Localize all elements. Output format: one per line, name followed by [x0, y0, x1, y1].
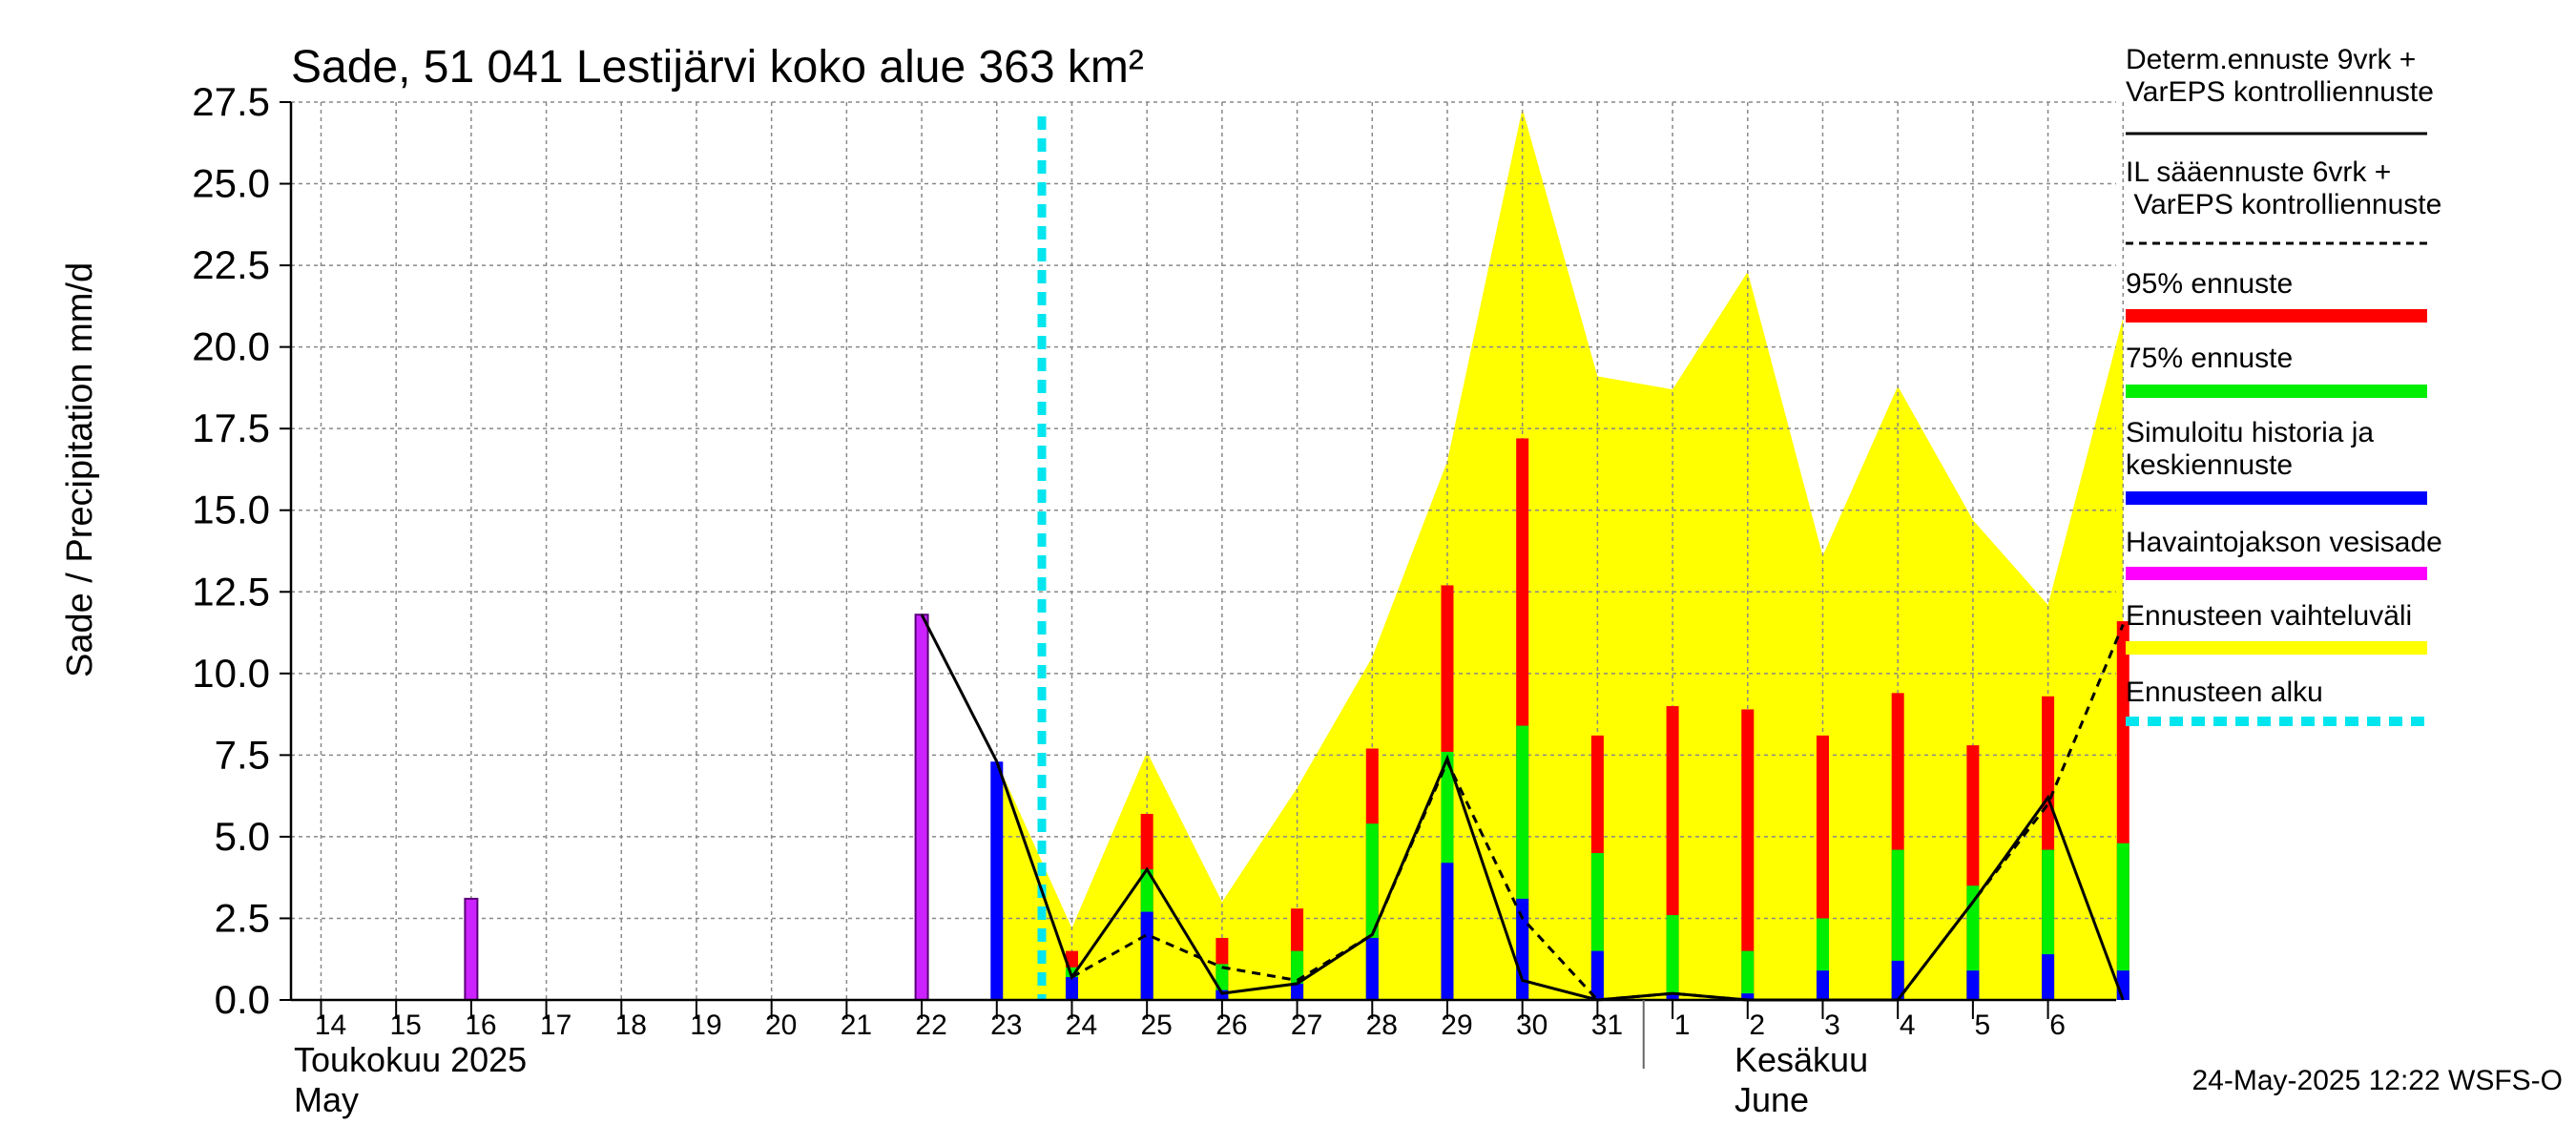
mean-bar	[1441, 863, 1454, 1000]
forecast-lines	[920, 116, 2125, 1002]
x-tick-label: 19	[690, 1010, 721, 1041]
p75-bar	[1666, 915, 1679, 1000]
y-tick-label: 5.0	[215, 814, 270, 859]
y-tick-label: 0.0	[215, 977, 270, 1022]
x-tick-label: 22	[915, 1010, 946, 1041]
x-tick-label: 24	[1066, 1010, 1097, 1041]
x-tick-label: 29	[1441, 1010, 1472, 1041]
x-tick-label: 6	[2049, 1010, 2066, 1041]
legend-label: IL sääennuste 6vrk + VarEPS kontrollienn…	[2126, 156, 2441, 220]
x-tick-label: 27	[1291, 1010, 1322, 1041]
x-tick-label: 15	[389, 1010, 421, 1041]
range-polygon	[996, 108, 2124, 1001]
legend-label: Havaintojakson vesisade	[2126, 527, 2442, 558]
x-tick-label: 4	[1900, 1010, 1916, 1041]
observed-bar	[914, 614, 929, 1001]
mean-bar	[1065, 977, 1078, 1000]
timestamp-footer: 24-May-2025 12:22 WSFS-O	[2192, 1065, 2564, 1096]
x-tick-label: 31	[1591, 1010, 1623, 1041]
y-tick-label: 17.5	[192, 406, 270, 450]
x-tick-label: 23	[990, 1010, 1022, 1041]
legend-label: Ennusteen alku	[2126, 677, 2323, 708]
y-axis-label: Sade / Precipitation mm/d	[60, 262, 100, 677]
y-tick-label: 7.5	[215, 732, 270, 777]
mean-bar	[990, 761, 1004, 1000]
mean-bar	[1891, 960, 1904, 1000]
y-tick-label: 10.0	[192, 651, 270, 696]
axes: 0.0 2.5 5.0 7.5 10.0 12.5 15.0 17.5 20.0 22.5 25.0…	[192, 79, 2116, 1119]
forecast-range-area	[996, 108, 2124, 1001]
legend-label: Simuloitu historia ja keskiennuste	[2126, 417, 2374, 481]
legend-label: 95% ennuste	[2126, 268, 2293, 300]
x-tick-label: 18	[615, 1010, 647, 1041]
y-tick-label: 22.5	[192, 242, 270, 287]
x-tick-label: 26	[1215, 1010, 1247, 1041]
x-tick-label: 3	[1824, 1010, 1840, 1041]
x-tick-label: 21	[841, 1010, 872, 1041]
legend-label: 75% ennuste	[2126, 343, 2293, 374]
x-tick-label: 1	[1674, 1010, 1691, 1041]
x-tick-label: 14	[315, 1010, 346, 1041]
mean-bar	[1966, 970, 1980, 1000]
may-label-en: May	[294, 1080, 359, 1119]
x-tick-label: 2	[1749, 1010, 1765, 1041]
legend: Determ.ennuste 9vrk + VarEPS kontrollienn…	[2126, 44, 2442, 726]
june-label-fi: Kesäkuu	[1735, 1040, 1868, 1079]
legend-label: Ennusteen vaihteluväli	[2126, 600, 2412, 632]
y-tick-label: 27.5	[192, 79, 270, 124]
x-tick-label: 20	[765, 1010, 797, 1041]
x-tick-label: 25	[1140, 1010, 1172, 1041]
p75-bar	[1741, 950, 1755, 1000]
p75-bar	[2116, 843, 2129, 1000]
mean-bar	[1516, 898, 1529, 1000]
y-tick-label: 15.0	[192, 488, 270, 532]
x-tick-label: 30	[1516, 1010, 1548, 1041]
mean-bar	[1590, 950, 1604, 1000]
x-tick-label: 17	[540, 1010, 571, 1041]
x-tick-label: 5	[1975, 1010, 1991, 1041]
mean-bar	[1741, 993, 1755, 1000]
x-tick-label: 28	[1366, 1010, 1398, 1041]
observed-bar	[464, 897, 479, 1002]
y-tick-label: 12.5	[192, 569, 270, 614]
mean-bar	[2042, 954, 2055, 1000]
y-tick-label: 25.0	[192, 161, 270, 206]
mean-bar	[1291, 983, 1304, 1000]
y-tick-label: 20.0	[192, 324, 270, 369]
y-tick-label: 2.5	[215, 895, 270, 940]
mean-bar	[1140, 911, 1153, 1000]
june-label-en: June	[1735, 1080, 1809, 1119]
mean-bar	[1215, 989, 1229, 1000]
p95-bar	[1741, 709, 1755, 1000]
mean-bar	[1666, 993, 1679, 1000]
x-tick-label: 16	[465, 1010, 496, 1041]
mean-bar	[1816, 970, 1829, 1000]
legend-label: Determ.ennuste 9vrk + VarEPS kontrollienn…	[2126, 44, 2434, 108]
bars	[464, 438, 2129, 1002]
chart-title: Sade, 51 041 Lestijärvi koko alue 363 km…	[291, 42, 1144, 93]
may-label-fi: Toukokuu 2025	[294, 1040, 527, 1079]
mean-bar	[1365, 937, 1379, 1000]
